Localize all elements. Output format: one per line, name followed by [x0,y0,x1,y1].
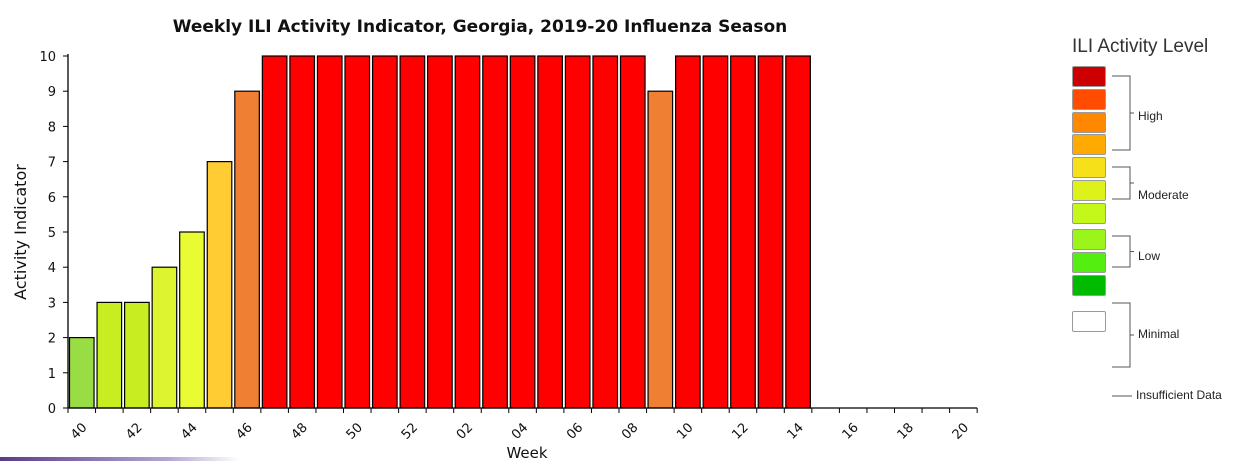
legend-bracket-3 [1112,235,1134,268]
x-tick-label-46: 46 [233,420,255,442]
x-tick-label-08: 08 [619,420,641,442]
bar-week-13 [757,55,784,409]
x-tick-label-18: 18 [895,420,917,442]
x-tick-label-48: 48 [289,420,311,442]
y-tick-label-10: 10 [39,50,56,65]
bar-week-06 [564,55,591,409]
y-tick-label-6: 6 [48,191,56,206]
bar-week-40 [68,337,95,409]
legend-swatch-9 [1072,252,1106,273]
legend-bracket-1 [1112,75,1134,151]
bar-week-48 [289,55,316,409]
bar-week-03 [482,55,508,409]
bar-week-11 [702,55,729,409]
y-tick-label-3: 3 [48,296,56,311]
legend-swatch-3 [1072,112,1106,133]
legend-swatch-2 [1072,89,1106,110]
legend-bracket-2 [1112,166,1134,200]
bar-week-01 [427,55,453,409]
legend-label-low: Low [1138,249,1161,263]
bar-week-10 [674,55,701,409]
y-tick-label-4: 4 [48,261,56,276]
x-tick-label-06: 06 [564,420,586,442]
bar-week-02 [454,55,481,409]
bar-week-49 [316,55,343,409]
y-tick-label-7: 7 [48,156,56,171]
y-tick-label-8: 8 [48,120,56,135]
bar-week-47 [261,55,288,409]
legend-swatch-4 [1072,134,1106,155]
bar-week-14 [785,55,811,409]
y-tick-label-0: 0 [48,402,56,417]
y-tick-label-1: 1 [48,367,56,382]
x-tick-label-42: 42 [123,420,145,442]
x-tick-label-14: 14 [784,420,806,442]
bar-week-44 [179,231,205,409]
x-axis-title: Week [506,444,547,461]
x-tick-label-40: 40 [68,420,90,442]
legend-bracket-4 [1112,302,1134,368]
x-tick-label-20: 20 [950,420,972,442]
y-tick-label-5: 5 [48,226,56,241]
legend-label-insufficient: Insufficient Data [1136,388,1222,402]
legend-label-high: High [1138,109,1163,123]
legend-swatch-11 [1072,311,1106,332]
bar-week-42 [123,301,150,409]
legend-swatch-8 [1072,229,1106,250]
activity-level-legend: ILI Activity Level High Moderate Low Min… [1064,36,1242,416]
bar-week-08 [619,55,646,409]
bar-week-41 [96,301,123,409]
bar-week-12 [730,55,756,409]
x-tick-label-16: 16 [840,420,862,442]
y-tick-label-2: 2 [48,332,56,347]
y-tick-label-9: 9 [48,85,56,100]
ili-bar-chart: Weekly ILI Activity Indicator, Georgia, … [11,17,978,461]
bar-week-50 [344,55,371,409]
legend-swatch-7 [1072,203,1106,224]
legend-label-minimal: Minimal [1138,327,1180,341]
legend-swatch-5 [1072,157,1106,178]
x-tick-label-04: 04 [509,420,531,442]
x-tick-label-52: 52 [399,420,421,442]
legend-swatch-10 [1072,275,1106,296]
bar-week-51 [371,55,398,409]
bar-week-43 [151,266,178,409]
legend-title: ILI Activity Level [1072,36,1209,57]
bar-week-04 [509,55,536,409]
x-tick-label-12: 12 [729,420,751,442]
x-tick-label-10: 10 [674,420,696,442]
bar-week-05 [537,55,563,409]
legend-label-moderate: Moderate [1138,188,1189,202]
x-tick-label-02: 02 [454,420,476,442]
y-axis-title: Activity Indicator [11,164,30,300]
legend-swatch-1 [1072,66,1106,87]
x-tick-label-50: 50 [344,420,366,442]
bar-week-09 [647,90,674,409]
legend-swatch-6 [1072,180,1106,201]
legend-brackets [1112,75,1134,397]
bar-week-07 [592,55,619,409]
bar-week-52 [399,55,426,409]
chart-title: Weekly ILI Activity Indicator, Georgia, … [173,17,788,37]
bar-week-45 [206,161,233,409]
bar-week-46 [234,90,260,409]
decorative-bottom-strip [0,457,240,461]
x-tick-label-44: 44 [178,420,200,442]
